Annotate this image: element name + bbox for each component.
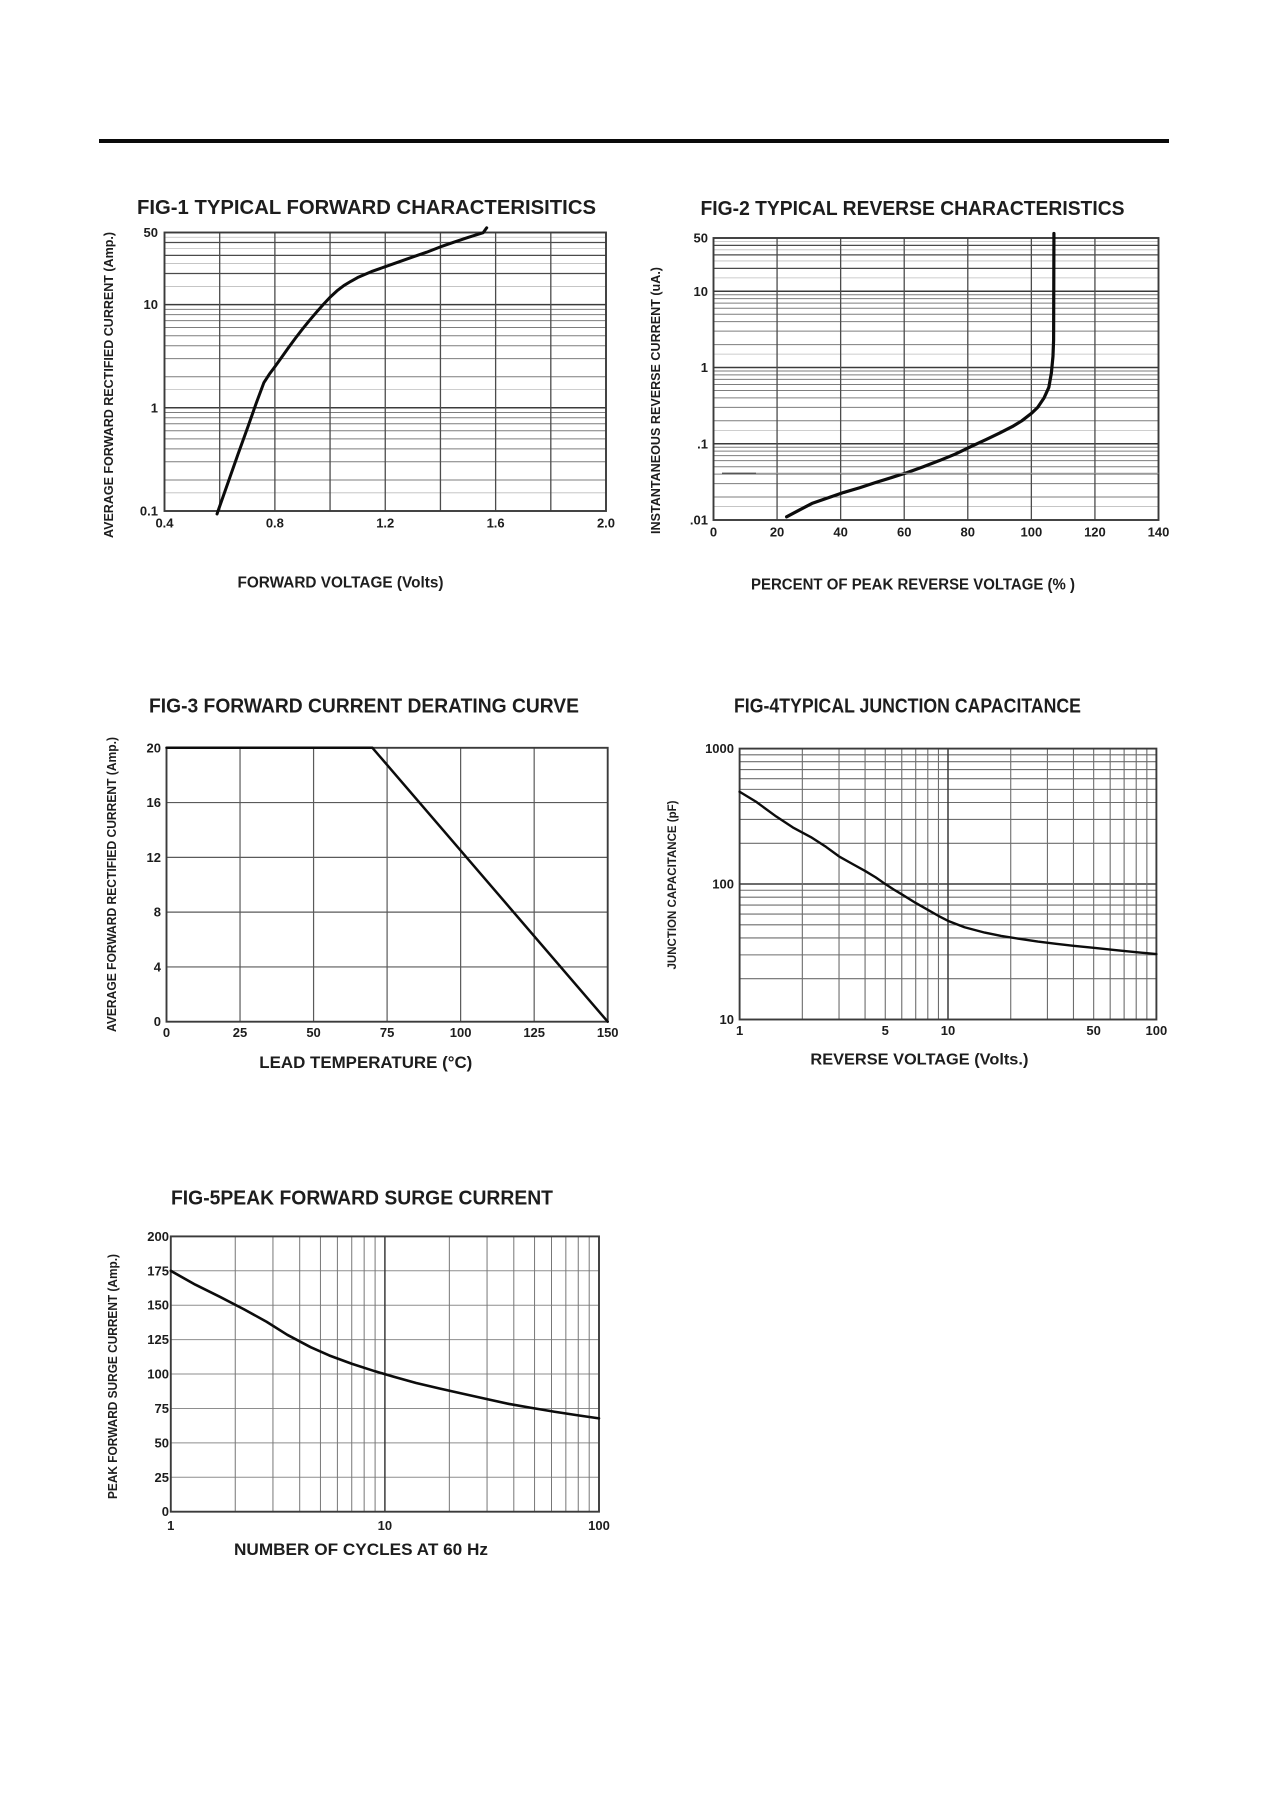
svg-text:1: 1 xyxy=(736,1023,743,1038)
svg-text:0.4: 0.4 xyxy=(155,516,174,531)
svg-text:FIG-3 FORWARD CURRENT DERATING: FIG-3 FORWARD CURRENT DERATING CURVE xyxy=(149,695,579,717)
svg-text:10: 10 xyxy=(694,284,708,299)
svg-text:0.8: 0.8 xyxy=(266,516,284,531)
svg-text:75: 75 xyxy=(380,1025,394,1040)
svg-text:JUNCTION CAPACITANCE (pF): JUNCTION CAPACITANCE (pF) xyxy=(665,801,679,970)
svg-text:50: 50 xyxy=(694,231,708,246)
svg-text:10: 10 xyxy=(144,297,158,312)
svg-text:20: 20 xyxy=(770,525,784,540)
svg-text:1000: 1000 xyxy=(705,741,734,756)
svg-text:25: 25 xyxy=(155,1470,169,1485)
svg-text:1: 1 xyxy=(167,1518,174,1533)
svg-text:100: 100 xyxy=(588,1518,610,1533)
svg-text:1: 1 xyxy=(701,360,708,375)
svg-text:10: 10 xyxy=(378,1518,392,1533)
svg-text:1.2: 1.2 xyxy=(376,516,394,531)
svg-text:50: 50 xyxy=(1086,1023,1100,1038)
svg-text:FIG-1 TYPICAL FORWARD CHARACTE: FIG-1 TYPICAL FORWARD CHARACTERISITICS xyxy=(137,197,596,219)
svg-text:.01: .01 xyxy=(690,513,708,528)
svg-text:2.0: 2.0 xyxy=(597,516,615,531)
svg-text:200: 200 xyxy=(147,1229,169,1244)
svg-text:0: 0 xyxy=(154,1014,161,1029)
svg-text:8: 8 xyxy=(154,905,161,920)
svg-text:PERCENT OF PEAK REVERSE VOLTAG: PERCENT OF PEAK REVERSE VOLTAGE (% ) xyxy=(751,577,1075,594)
svg-text:4: 4 xyxy=(154,959,162,974)
svg-text:16: 16 xyxy=(147,795,161,810)
svg-text:80: 80 xyxy=(961,525,975,540)
svg-text:0.1: 0.1 xyxy=(140,504,158,519)
svg-text:50: 50 xyxy=(144,225,158,240)
svg-text:150: 150 xyxy=(147,1298,169,1313)
svg-text:140: 140 xyxy=(1148,525,1170,540)
svg-text:12: 12 xyxy=(147,850,161,865)
svg-text:100: 100 xyxy=(1146,1023,1168,1038)
svg-text:AVERAGE FORWARD RECTIFIED CURR: AVERAGE FORWARD RECTIFIED CURRENT (Amp.) xyxy=(101,232,116,538)
svg-text:10: 10 xyxy=(941,1023,955,1038)
svg-text:FORWARD VOLTAGE (Volts): FORWARD VOLTAGE (Volts) xyxy=(238,575,444,592)
svg-text:60: 60 xyxy=(897,525,911,540)
svg-text:75: 75 xyxy=(155,1401,169,1416)
svg-text:150: 150 xyxy=(597,1025,619,1040)
svg-text:AVERAGE FORWARD RECTIFIED CURR: AVERAGE FORWARD RECTIFIED CURRENT (Amp.) xyxy=(104,737,119,1032)
svg-text:0: 0 xyxy=(163,1025,170,1040)
svg-text:LEAD TEMPERATURE (°C): LEAD TEMPERATURE (°C) xyxy=(259,1053,472,1072)
svg-text:FIG-2 TYPICAL REVERSE CHARACTE: FIG-2 TYPICAL REVERSE CHARACTERISTICS xyxy=(701,198,1125,220)
svg-text:0: 0 xyxy=(710,525,717,540)
svg-text:100: 100 xyxy=(450,1025,472,1040)
svg-text:10: 10 xyxy=(720,1012,734,1027)
svg-text:REVERSE VOLTAGE (Volts.): REVERSE VOLTAGE (Volts.) xyxy=(810,1052,1028,1069)
svg-text:PEAK FORWARD SURGE CURRENT (Am: PEAK FORWARD SURGE CURRENT (Amp.) xyxy=(105,1254,120,1499)
svg-text:1.6: 1.6 xyxy=(487,516,505,531)
svg-text:20: 20 xyxy=(147,740,161,755)
svg-text:.1: .1 xyxy=(697,436,708,451)
svg-text:INSTANTANEOUS REVERSE CURRENT: INSTANTANEOUS REVERSE CURRENT (uA.) xyxy=(648,267,663,534)
svg-text:50: 50 xyxy=(306,1025,320,1040)
svg-text:50: 50 xyxy=(155,1435,169,1450)
svg-text:5: 5 xyxy=(882,1023,889,1038)
svg-text:100: 100 xyxy=(147,1367,169,1382)
svg-text:FIG-5PEAK FORWARD SURGE CURREN: FIG-5PEAK FORWARD SURGE CURRENT xyxy=(171,1187,553,1209)
svg-text:100: 100 xyxy=(712,877,734,892)
svg-text:125: 125 xyxy=(147,1332,169,1347)
svg-text:0: 0 xyxy=(162,1504,169,1519)
svg-text:175: 175 xyxy=(147,1263,169,1278)
svg-text:125: 125 xyxy=(523,1025,545,1040)
svg-text:1: 1 xyxy=(151,400,158,415)
svg-text:25: 25 xyxy=(233,1025,247,1040)
svg-text:FIG-4TYPICAL JUNCTION CAPACITA: FIG-4TYPICAL JUNCTION CAPACITANCE xyxy=(734,695,1081,717)
svg-text:40: 40 xyxy=(833,525,847,540)
svg-text:120: 120 xyxy=(1084,525,1106,540)
svg-text:100: 100 xyxy=(1021,525,1043,540)
svg-text:NUMBER OF CYCLES AT 60 Hz: NUMBER OF CYCLES AT 60 Hz xyxy=(234,1540,488,1559)
